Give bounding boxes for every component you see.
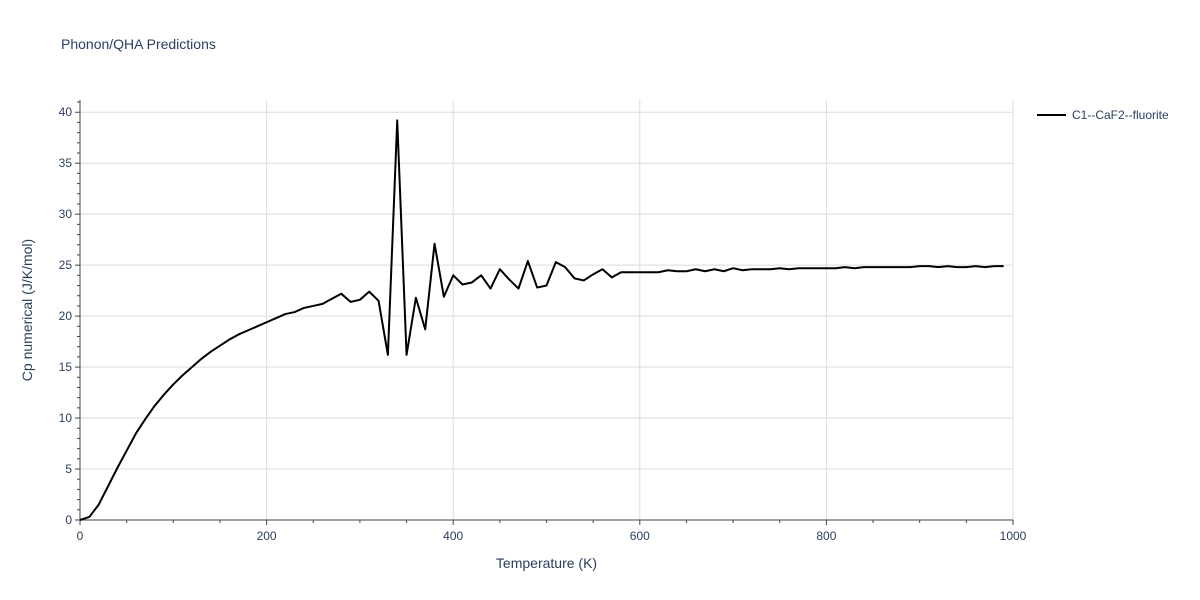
axes bbox=[75, 100, 1014, 525]
y-tick-label: 0 bbox=[65, 513, 72, 527]
x-tick-label: 600 bbox=[630, 529, 650, 543]
x-tick-label: 800 bbox=[816, 529, 836, 543]
y-tick-label: 35 bbox=[59, 156, 73, 170]
y-tick-label: 15 bbox=[59, 360, 73, 374]
y-tick-label: 5 bbox=[65, 462, 72, 476]
series-line[interactable] bbox=[79, 119, 1004, 521]
series-lines[interactable] bbox=[79, 119, 1004, 521]
y-tick-label: 30 bbox=[59, 207, 73, 221]
legend[interactable]: C1--CaF2--fluorite bbox=[1037, 108, 1169, 122]
grid-lines bbox=[80, 100, 1014, 520]
legend-label: C1--CaF2--fluorite bbox=[1072, 108, 1169, 122]
x-tick-label: 1000 bbox=[1000, 529, 1027, 543]
y-tick-label: 20 bbox=[59, 309, 73, 323]
y-axis-title: Cp numerical (J/K/mol) bbox=[19, 239, 35, 381]
x-tick-label: 400 bbox=[443, 529, 463, 543]
tick-labels: 0 200 400 600 800 1000 0 5 10 15 20 25 30 35 40 bbox=[59, 105, 1027, 543]
y-tick-label: 40 bbox=[59, 105, 73, 119]
y-tick-label: 25 bbox=[59, 258, 73, 272]
chart-title: Phonon/QHA Predictions bbox=[61, 36, 216, 52]
x-axis-title: Temperature (K) bbox=[496, 555, 597, 571]
x-tick-label: 0 bbox=[77, 529, 84, 543]
x-tick-label: 200 bbox=[257, 529, 277, 543]
y-tick-label: 10 bbox=[59, 411, 73, 425]
